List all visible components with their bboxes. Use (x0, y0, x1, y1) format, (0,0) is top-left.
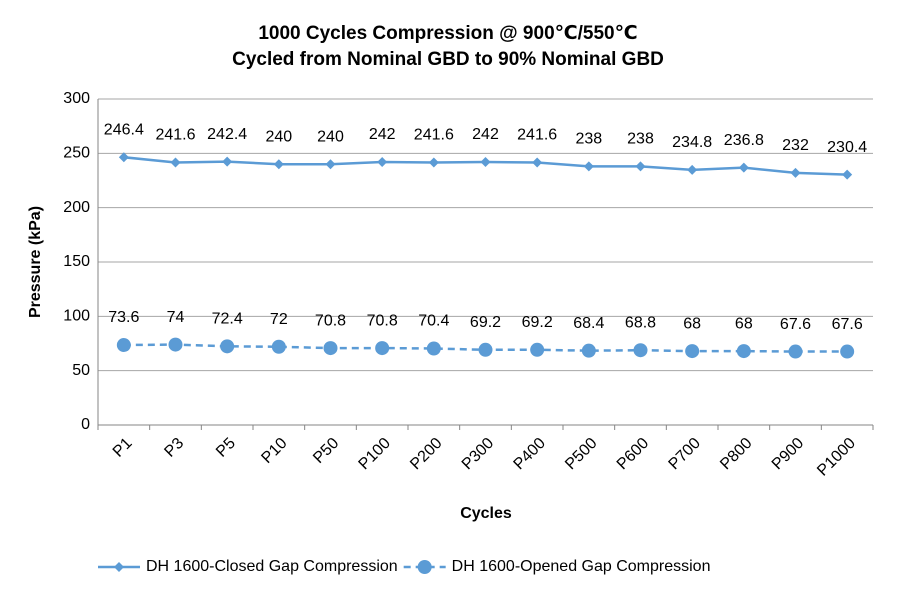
point (736, 344, 751, 359)
x-tick-label: P5 (213, 435, 239, 461)
x-tick-label: P600 (614, 435, 653, 474)
data-label: 68.4 (573, 315, 604, 332)
point (633, 343, 648, 358)
point (325, 159, 336, 170)
point (790, 167, 801, 178)
point (478, 342, 493, 357)
y-tick-label: 100 (63, 308, 90, 325)
point (583, 161, 594, 172)
data-label: 241.6 (517, 127, 557, 144)
data-label: 238 (575, 131, 602, 148)
point (480, 157, 491, 168)
point (788, 344, 803, 359)
point (581, 343, 596, 358)
y-tick-label: 50 (72, 362, 90, 379)
data-label: 236.8 (724, 132, 764, 149)
x-axis-title: Cycles (460, 505, 512, 522)
point (738, 162, 749, 173)
data-label: 73.6 (108, 309, 139, 326)
point (170, 157, 181, 168)
data-label: 242 (369, 126, 396, 143)
data-label: 70.8 (315, 312, 346, 329)
point (428, 157, 439, 168)
point (323, 341, 338, 356)
data-label: 69.2 (522, 314, 553, 331)
data-label: 234.8 (672, 134, 712, 151)
data-label: 69.2 (470, 314, 501, 331)
data-label: 68 (683, 315, 701, 332)
y-tick-label: 0 (81, 416, 90, 433)
point (220, 339, 235, 354)
legend-label: DH 1600-Opened Gap Compression (452, 558, 711, 575)
chart-title: Cycled from Nominal GBD to 90% Nominal G… (232, 49, 664, 70)
data-label: 67.6 (780, 316, 811, 333)
point (840, 344, 855, 359)
data-label: 246.4 (104, 121, 144, 138)
point (377, 157, 388, 168)
x-tick-label: P50 (310, 435, 342, 467)
data-label: 72.4 (212, 311, 243, 328)
point (273, 159, 284, 170)
data-label: 241.6 (414, 127, 454, 144)
point (530, 342, 545, 357)
point (426, 341, 441, 356)
point (118, 152, 129, 163)
point (687, 164, 698, 175)
data-label: 74 (167, 309, 185, 326)
data-label: 230.4 (827, 139, 867, 156)
point (271, 339, 286, 354)
data-label: 70.8 (367, 312, 398, 329)
legend-label: DH 1600-Closed Gap Compression (146, 558, 398, 575)
point (168, 337, 183, 352)
y-tick-label: 200 (63, 199, 90, 216)
chart-title: 1000 Cycles Compression @ 900℃/550℃ (258, 23, 637, 44)
point (842, 169, 853, 180)
data-label: 72 (270, 311, 288, 328)
x-tick-label: P900 (769, 435, 808, 474)
point (375, 341, 390, 356)
data-label: 241.6 (155, 127, 195, 144)
point (685, 344, 700, 359)
x-tick-label: P10 (258, 435, 290, 467)
point (116, 338, 131, 353)
point (222, 156, 233, 167)
data-label: 240 (265, 128, 292, 145)
x-tick-label: P1000 (814, 435, 859, 480)
data-label: 68 (735, 315, 753, 332)
data-label: 70.4 (418, 313, 449, 330)
x-tick-label: P800 (717, 435, 756, 474)
y-tick-label: 250 (63, 145, 90, 162)
x-tick-label: P1 (110, 435, 136, 461)
point (417, 560, 432, 574)
data-label: 242.4 (207, 126, 247, 143)
point (635, 161, 646, 172)
data-label: 68.8 (625, 314, 656, 331)
x-tick-label: P400 (511, 435, 550, 474)
x-tick-label: P500 (562, 435, 601, 474)
y-tick-label: 150 (63, 253, 90, 270)
y-axis-title: Pressure (kPa) (27, 206, 44, 318)
y-tick-label: 300 (63, 90, 90, 107)
data-label: 242 (472, 126, 499, 143)
data-label: 240 (317, 128, 344, 145)
x-tick-label: P200 (407, 435, 446, 474)
data-label: 238 (627, 131, 654, 148)
data-label: 67.6 (832, 316, 863, 333)
point (114, 562, 124, 572)
x-tick-label: P3 (161, 435, 187, 461)
point (532, 157, 543, 168)
x-tick-label: P700 (666, 435, 705, 474)
data-label: 232 (782, 137, 809, 154)
x-tick-label: P300 (459, 435, 498, 474)
x-tick-label: P100 (356, 435, 395, 474)
